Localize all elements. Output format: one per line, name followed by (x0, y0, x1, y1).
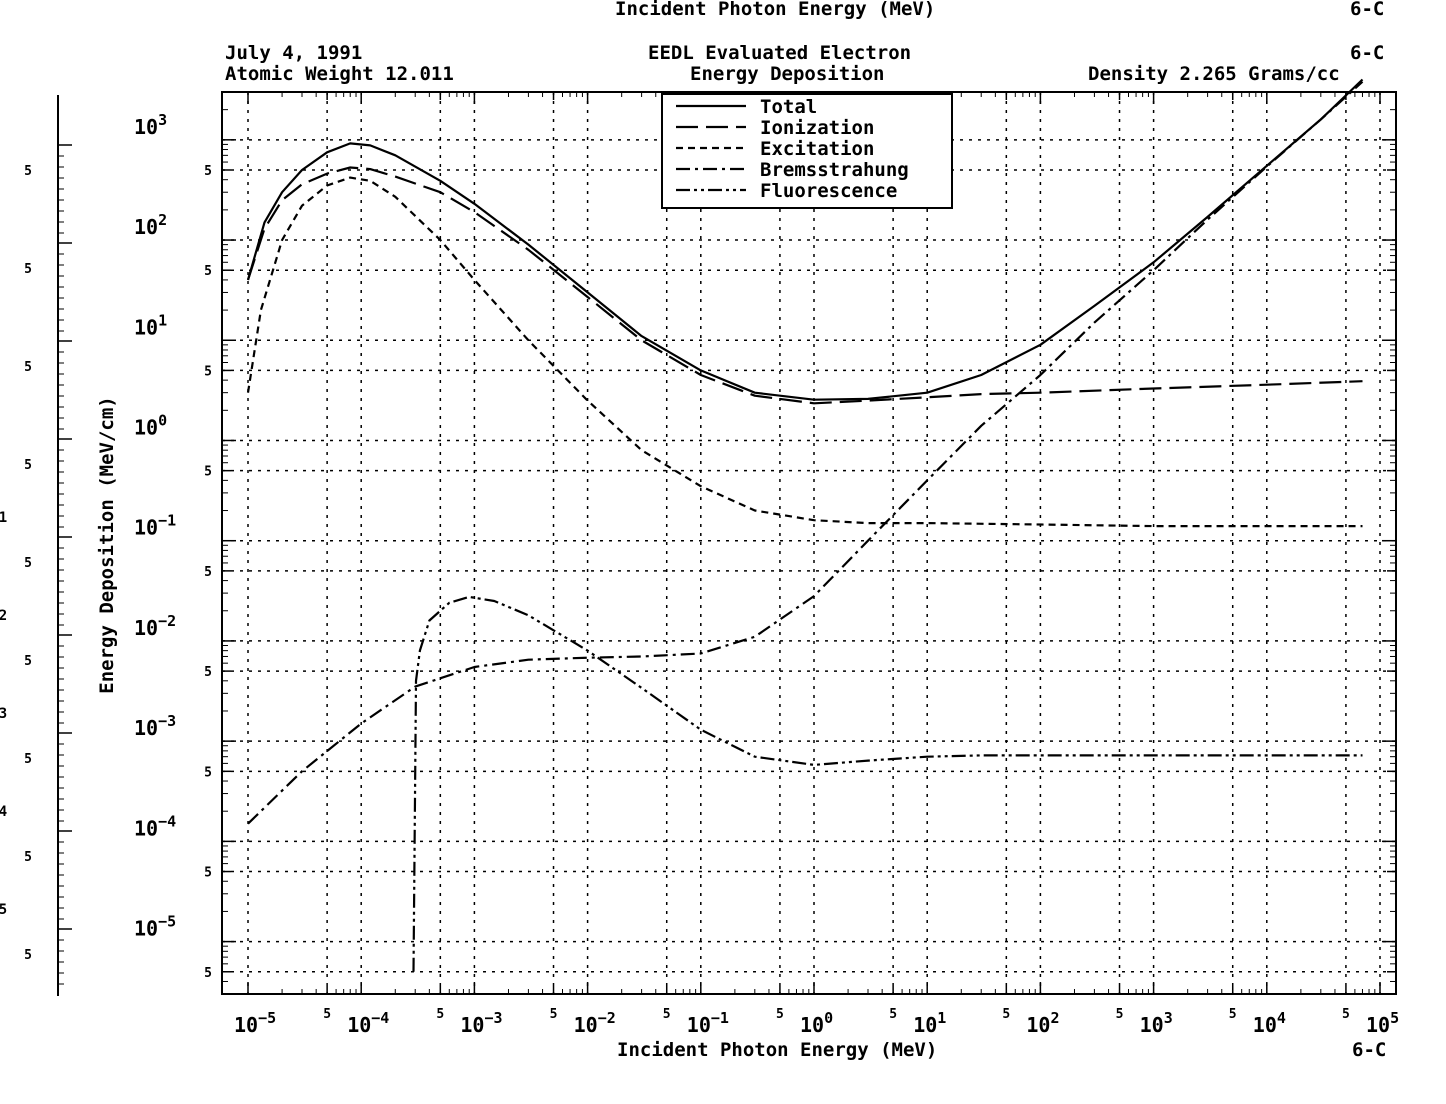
left-strip-minor-label: 5 (24, 262, 32, 277)
chart-title-line1: EEDL Evaluated Electron (648, 42, 912, 64)
y-tick-label: 10−3 (134, 712, 176, 740)
y-tick-label: 10−5 (134, 913, 176, 941)
left-strip-exponent: 1 (0, 510, 7, 526)
x-tick-label: 102 (1026, 1009, 1059, 1037)
left-partial-axis: 5 5 5 5 5 5 5 5 5 1 2 3 4 5 (0, 95, 72, 996)
x-tick-label: 105 (1366, 1009, 1399, 1037)
y-tick-label: 10−4 (134, 812, 176, 840)
top-partial-xlabel: Incident Photon Energy (MeV) (615, 0, 936, 20)
top-partial-code: 6-C (1350, 0, 1385, 20)
report-date: July 4, 1991 (225, 42, 363, 64)
left-strip-exponent: 3 (0, 706, 7, 722)
element-code: 6-C (1350, 42, 1385, 64)
x-tick-label: 104 (1253, 1009, 1286, 1037)
x-minor-tick-label: 5 (1002, 1007, 1010, 1022)
series-fluorescence (412, 595, 1363, 972)
y-tick-label: 103 (134, 111, 167, 139)
x-minor-tick-label: 5 (1229, 1007, 1237, 1022)
left-strip-minor-label: 5 (24, 752, 32, 767)
left-strip-exponent: 5 (0, 902, 7, 918)
x-minor-tick-label: 5 (550, 1007, 558, 1022)
y-minor-tick-label: 5 (204, 765, 212, 780)
y-minor-tick-label: 5 (204, 364, 212, 379)
y-tick-label: 10−1 (134, 512, 176, 540)
series-lines (246, 78, 1364, 972)
density: Density 2.265 Grams/cc (1088, 63, 1340, 85)
left-strip-minor-label: 5 (24, 360, 32, 375)
y-tick-label: 101 (134, 311, 167, 339)
left-strip-minor-label: 5 (24, 556, 32, 571)
x-tick-label: 100 (800, 1009, 833, 1037)
legend-label-bremsstrahung: Bremsstrahung (760, 159, 909, 181)
legend-label-ionization: Ionization (760, 117, 874, 139)
x-tick-label: 101 (913, 1009, 946, 1037)
x-minor-tick-label: 5 (436, 1007, 444, 1022)
x-tick-label: 10−1 (687, 1009, 729, 1037)
y-minor-tick-label: 5 (204, 264, 212, 279)
left-strip-exponent: 4 (0, 804, 7, 820)
y-minor-tick-label: 5 (204, 164, 212, 179)
legend-label-total: Total (760, 96, 817, 118)
y-axis-label: Energy Deposition (MeV/cm) (96, 396, 118, 693)
plot-frame (221, 91, 1397, 995)
left-strip-minor-label: 5 (24, 948, 32, 963)
series-total (246, 78, 1364, 401)
series-ionization (246, 166, 1363, 405)
left-strip-minor-label: 5 (24, 850, 32, 865)
left-strip-minor-label: 5 (24, 458, 32, 473)
x-minor-tick-label: 5 (663, 1007, 671, 1022)
y-minor-tick-label: 5 (204, 866, 212, 881)
x-tick-label: 10−2 (574, 1009, 616, 1037)
y-tick-label: 102 (134, 211, 167, 239)
x-tick-label: 10−5 (234, 1009, 276, 1037)
footer-element-code: 6-C (1352, 1039, 1387, 1061)
y-tick-label: 100 (134, 411, 167, 439)
x-tick-label: 10−3 (460, 1009, 502, 1037)
x-minor-tick-label: 5 (1116, 1007, 1124, 1022)
axis-ticks (222, 91, 1396, 995)
left-strip-minor-label: 5 (24, 164, 32, 179)
legend: TotalIonizationExcitationBremsstrahungFl… (661, 93, 953, 209)
y-minor-tick-label: 5 (204, 665, 212, 680)
legend-label-fluorescence: Fluorescence (760, 180, 897, 202)
y-tick-label: 10−2 (134, 612, 176, 640)
series-bremsstrahung (247, 80, 1364, 825)
x-tick-label: 10−4 (347, 1009, 389, 1037)
atomic-weight: Atomic Weight 12.011 (225, 63, 454, 85)
x-axis-label: Incident Photon Energy (MeV) (617, 1039, 938, 1061)
left-strip-exponent: 2 (0, 608, 7, 624)
x-minor-tick-label: 5 (1342, 1007, 1350, 1022)
legend-label-excitation: Excitation (760, 138, 874, 160)
grid-lines (222, 92, 1396, 994)
left-strip-minor-label: 5 (24, 654, 32, 669)
y-minor-tick-label: 5 (204, 465, 212, 480)
x-minor-tick-label: 5 (776, 1007, 784, 1022)
tick-labels: 10−5 5 10−4 5 10−3 5 10−2 5 10−1 5 100 5 101 5 102 5 103… (134, 111, 1399, 1037)
x-tick-label: 103 (1140, 1009, 1173, 1037)
y-minor-tick-label: 5 (204, 966, 212, 981)
y-minor-tick-label: 5 (204, 565, 212, 580)
chart-title-line2: Energy Deposition (690, 63, 885, 85)
series-excitation (246, 176, 1363, 528)
x-minor-tick-label: 5 (889, 1007, 897, 1022)
x-minor-tick-label: 5 (323, 1007, 331, 1022)
